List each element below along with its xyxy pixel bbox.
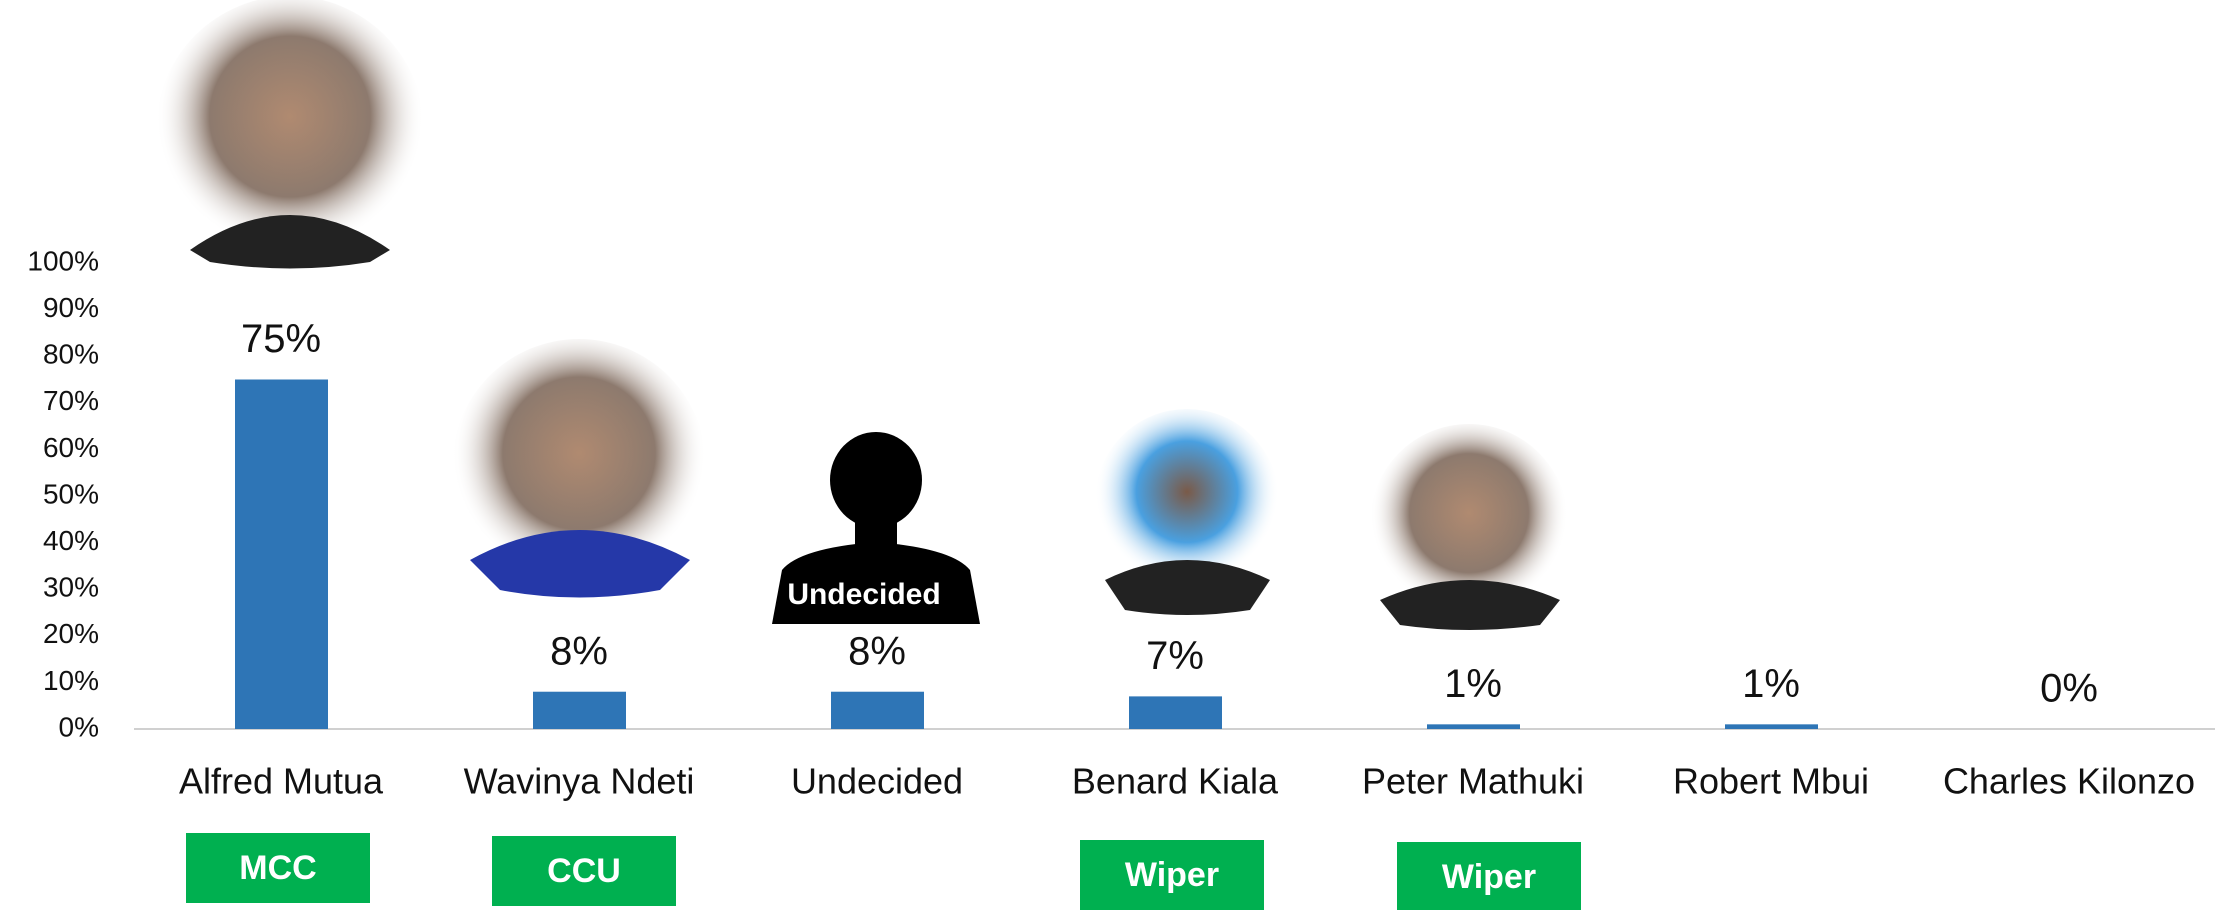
y-tick-label: 40% — [43, 525, 99, 556]
y-tick-label: 60% — [43, 432, 99, 463]
candidate-photo — [452, 339, 706, 598]
candidate-photo — [1370, 424, 1568, 630]
value-label: 75% — [241, 317, 321, 361]
chart: Undecided 0% 10% 20% 30% 40% 50% 60% 70% 80% 90% 1… — [0, 0, 2215, 910]
y-tick-label: 20% — [43, 618, 99, 649]
value-label: 1% — [1444, 662, 1502, 706]
party-label: Wiper — [1125, 856, 1219, 894]
y-tick-label: 100% — [27, 245, 99, 276]
candidate-photo — [1095, 409, 1279, 615]
bar — [533, 692, 626, 729]
bar — [1725, 724, 1818, 729]
y-tick-label: 80% — [43, 339, 99, 370]
silhouette-label: Undecided — [787, 578, 940, 611]
x-tick-label: Benard Kiala — [1072, 761, 1279, 802]
x-tick-label: Robert Mbui — [1673, 761, 1869, 802]
x-tick-label: Wavinya Ndeti — [464, 761, 695, 802]
y-tick-label: 70% — [43, 385, 99, 416]
value-label: 0% — [2040, 667, 2098, 711]
y-tick-label: 30% — [43, 572, 99, 603]
y-tick-label: 0% — [59, 711, 99, 742]
x-tick-label: Charles Kilonzo — [1943, 761, 2195, 802]
x-tick-label: Peter Mathuki — [1362, 761, 1584, 802]
y-tick-label: 90% — [43, 292, 99, 323]
y-tick-label: 10% — [43, 665, 99, 696]
value-label: 7% — [1146, 634, 1204, 678]
undecided-silhouette: Undecided — [772, 432, 980, 624]
party-label: CCU — [547, 852, 621, 890]
bar — [235, 380, 328, 730]
y-tick-label: 50% — [43, 478, 99, 509]
bar — [1427, 724, 1520, 729]
value-label: 8% — [550, 629, 608, 673]
party-label: MCC — [239, 849, 316, 887]
candidate-photo — [156, 0, 424, 269]
x-tick-label: Alfred Mutua — [179, 761, 384, 802]
value-label: 1% — [1742, 662, 1800, 706]
bar — [831, 692, 924, 729]
x-tick-label: Undecided — [791, 761, 963, 802]
party-label: Wiper — [1442, 858, 1536, 896]
bar — [1129, 696, 1222, 729]
value-label: 8% — [848, 629, 906, 673]
